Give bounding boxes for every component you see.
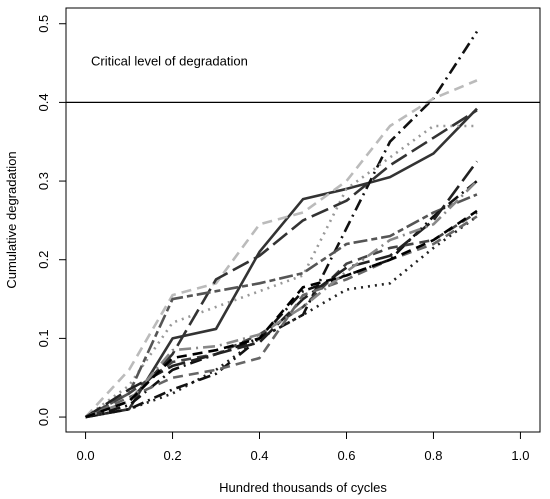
x-axis-title: Hundred thousands of cycles	[219, 480, 387, 495]
y-axis-title: Cumulative degradation	[4, 151, 19, 288]
series-line-10	[84, 160, 478, 419]
series-line-9	[84, 211, 478, 419]
y-tick-label: 0.5	[36, 15, 51, 33]
x-tick-label: 0.8	[424, 448, 442, 463]
series-line-7	[85, 215, 478, 419]
x-tick-label: 0.6	[337, 448, 355, 463]
y-tick-label: 0.4	[36, 93, 51, 111]
y-tick-label: 0.1	[36, 329, 51, 347]
series-line-3	[84, 79, 478, 418]
plot-border	[65, 7, 541, 433]
x-tick-label: 1.0	[511, 448, 529, 463]
series-layer	[84, 30, 479, 419]
series-line-5	[85, 109, 478, 419]
critical-level-label: Critical level of degradation	[91, 53, 248, 68]
axes-layer	[65, 7, 541, 433]
series-line-4	[84, 124, 477, 419]
y-tick-label: 0.3	[36, 172, 51, 190]
x-axis-ticks: 0.0 0.2 0.4 0.6 0.8 1.0	[77, 432, 529, 463]
y-axis-ticks: 0.0 0.1 0.2 0.3 0.4 0.5	[36, 15, 66, 426]
y-tick-label: 0.0	[36, 408, 51, 426]
series-line-11	[85, 215, 478, 419]
x-tick-label: 0.0	[77, 448, 95, 463]
series-line-13	[85, 209, 478, 419]
series-line-1	[85, 107, 478, 419]
x-tick-label: 0.2	[164, 448, 182, 463]
series-line-6	[84, 193, 478, 419]
x-tick-label: 0.4	[250, 448, 268, 463]
series-line-12	[85, 180, 478, 419]
y-tick-label: 0.2	[36, 251, 51, 269]
